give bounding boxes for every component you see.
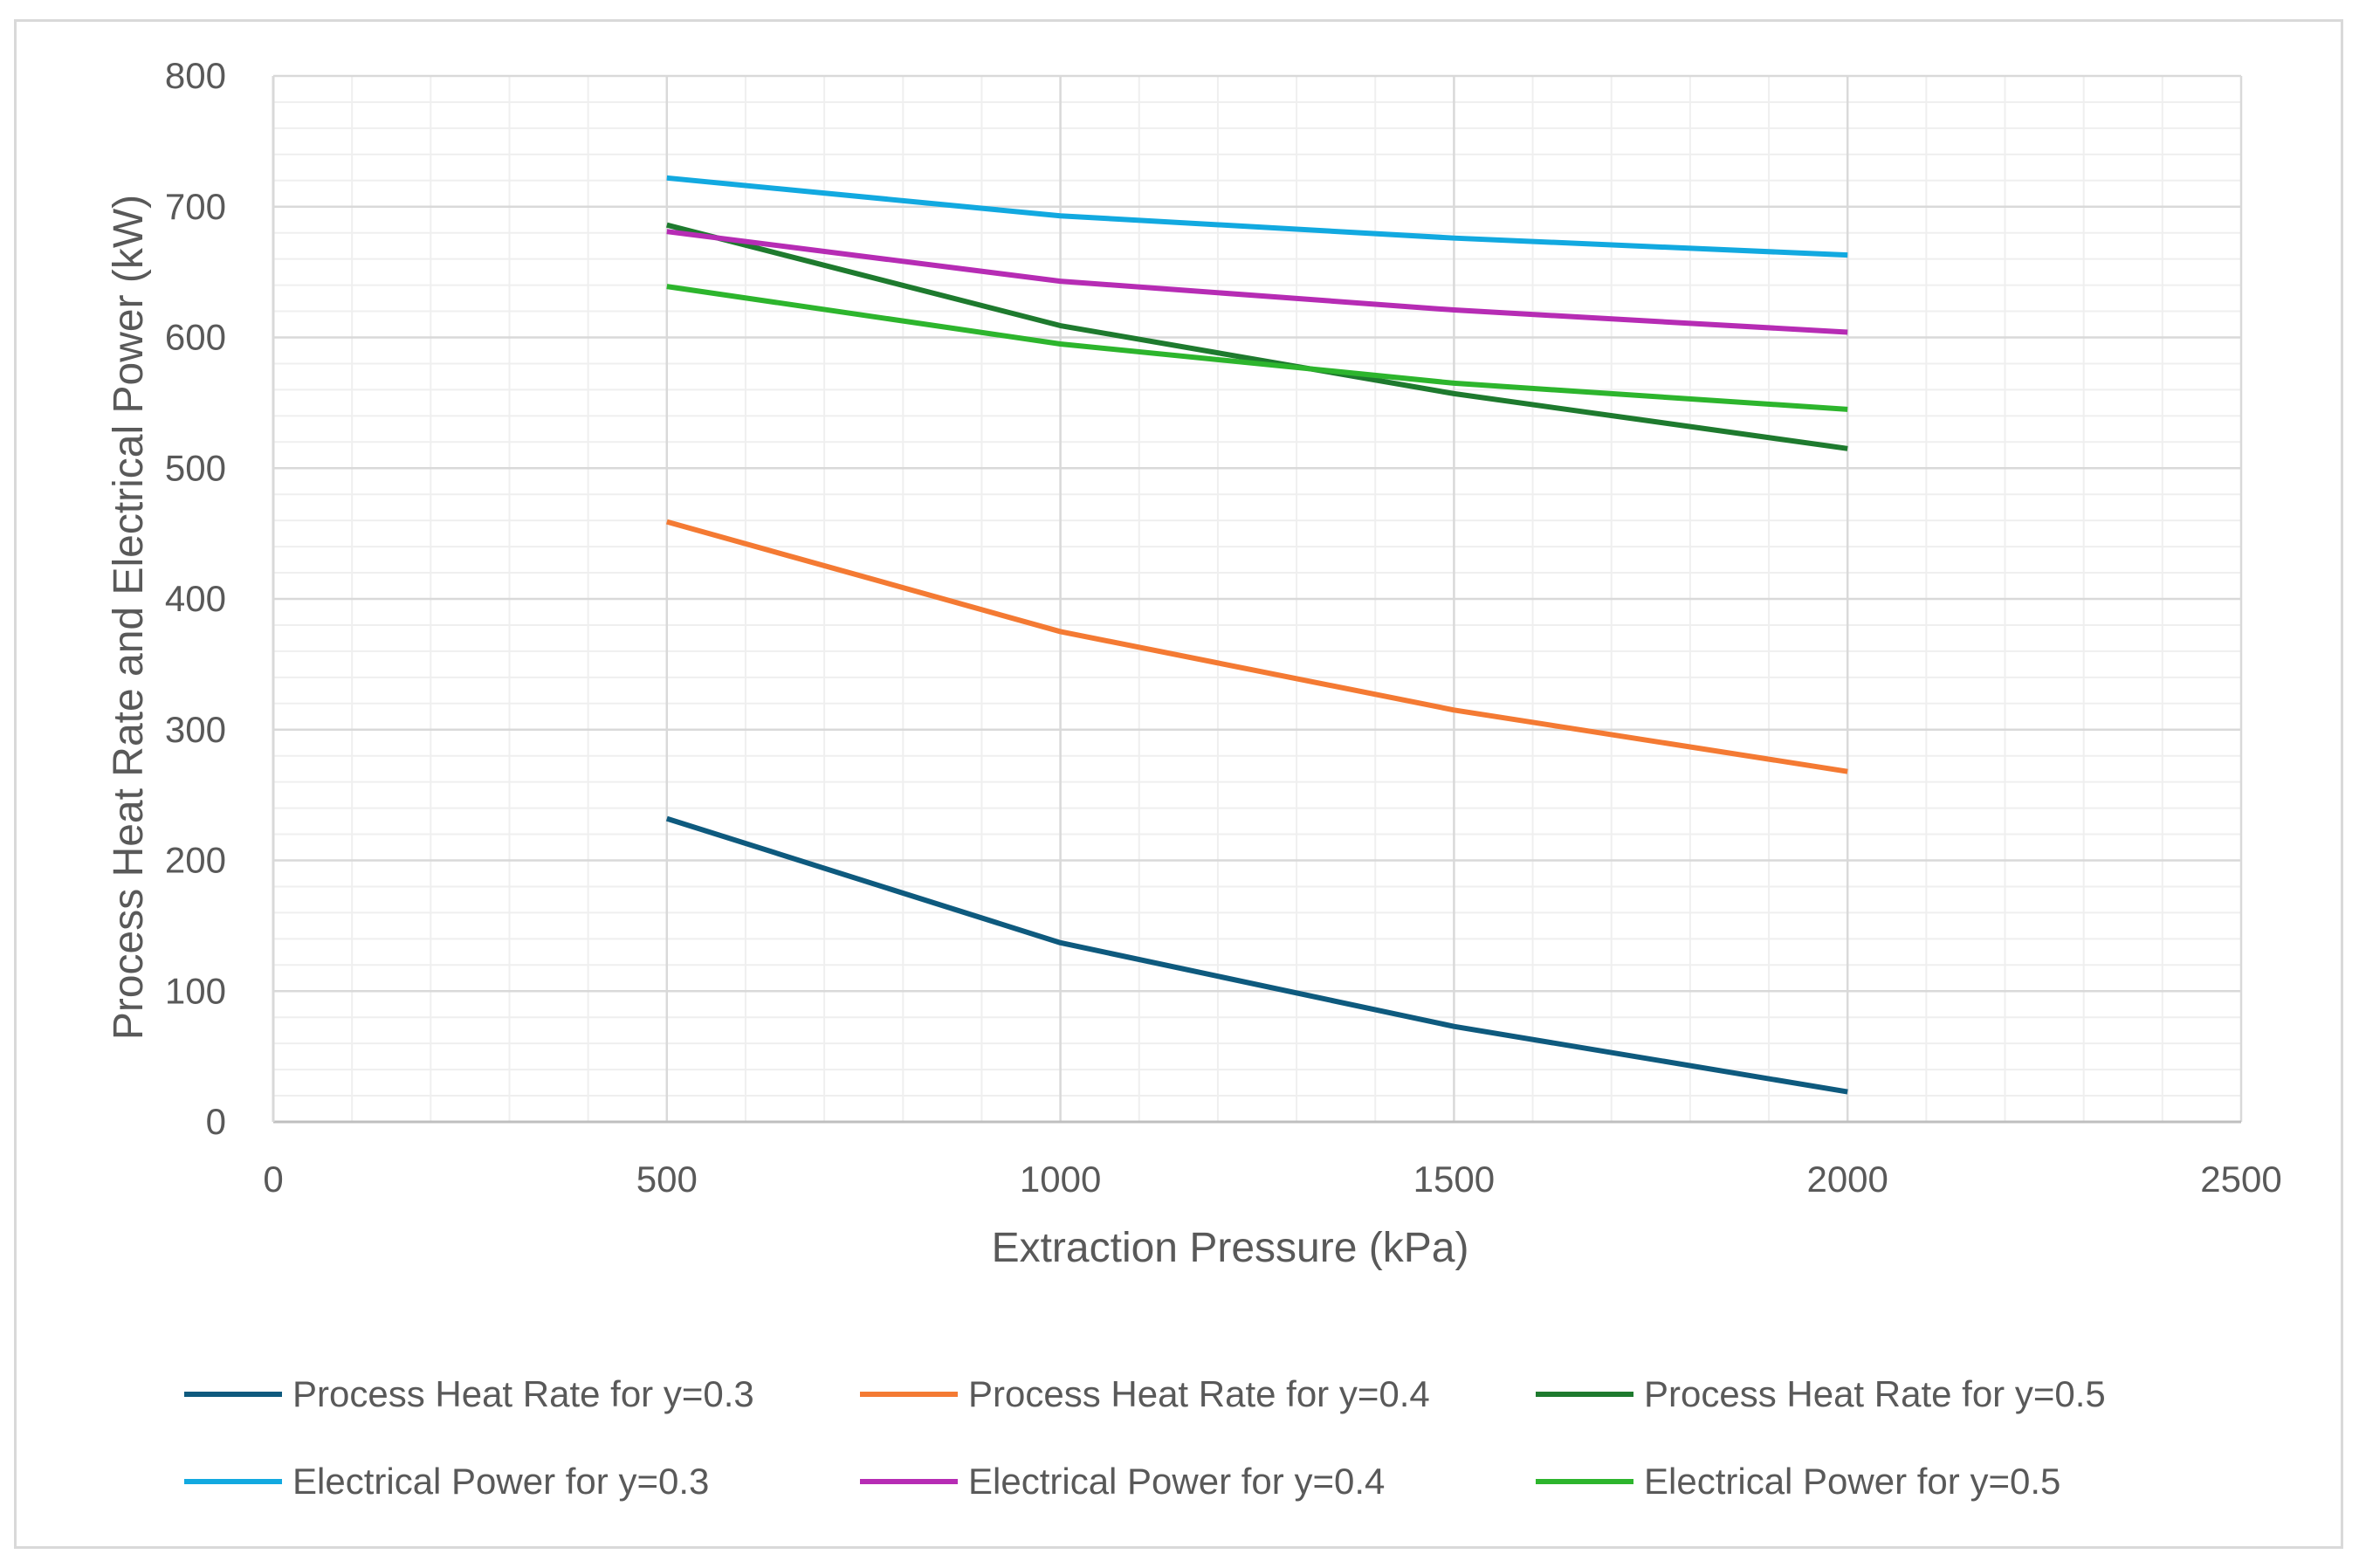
legend-label: Process Heat Rate for y=0.3 — [292, 1373, 754, 1414]
y-tick-label: 200 — [165, 840, 226, 881]
legend-item: Process Heat Rate for y=0.4 — [860, 1373, 1430, 1414]
line-chart: 0 100 200 300 400 500 600 700 800 0 500 1000 1500 20… — [106, 55, 2282, 1502]
y-tick-label: 100 — [165, 970, 226, 1011]
y-tick-labels: 0 100 200 300 400 500 600 700 800 — [165, 55, 226, 1142]
legend-item: Electrical Power for y=0.4 — [860, 1461, 1385, 1502]
legend-item: Process Heat Rate for y=0.5 — [1536, 1373, 2106, 1414]
x-tick-label: 2000 — [1806, 1159, 1888, 1200]
x-tick-label: 1000 — [1020, 1159, 1101, 1200]
y-tick-label: 600 — [165, 317, 226, 358]
x-tick-label: 500 — [636, 1159, 698, 1200]
x-tick-label: 2500 — [2200, 1159, 2281, 1200]
series-layer — [665, 175, 1848, 1095]
y-tick-label: 500 — [165, 447, 226, 488]
legend-label: Process Heat Rate for y=0.5 — [1644, 1373, 2106, 1414]
series-line-2 — [665, 519, 1848, 774]
y-tick-label: 700 — [165, 186, 226, 227]
series-line-6 — [666, 284, 1848, 412]
legend-label: Electrical Power for y=0.4 — [968, 1461, 1385, 1502]
series-line-4 — [666, 175, 1848, 258]
x-tick-labels: 0 500 1000 1500 2000 2500 — [263, 1159, 2281, 1200]
y-tick-label: 400 — [165, 578, 226, 619]
axes — [272, 76, 2241, 1124]
legend-label: Electrical Power for y=0.5 — [1644, 1461, 2060, 1502]
major-gridlines — [272, 74, 2243, 1124]
legend-item: Process Heat Rate for y=0.3 — [184, 1373, 754, 1414]
legend: Process Heat Rate for y=0.3 Process Heat … — [184, 1373, 2106, 1502]
series-line-1 — [665, 815, 1848, 1095]
y-tick-label: 0 — [206, 1101, 226, 1142]
y-tick-label: 800 — [165, 55, 226, 96]
legend-item: Electrical Power for y=0.5 — [1536, 1461, 2060, 1502]
x-axis-title: Extraction Pressure (kPa) — [992, 1225, 1469, 1271]
legend-item: Electrical Power for y=0.3 — [184, 1461, 709, 1502]
legend-label: Process Heat Rate for y=0.4 — [968, 1373, 1430, 1414]
y-axis-title: Process Heat Rate and Electrical Power (… — [106, 195, 152, 1040]
series-line-5 — [666, 229, 1848, 335]
legend-label: Electrical Power for y=0.3 — [292, 1461, 709, 1502]
series-line-3 — [666, 222, 1848, 451]
x-tick-label: 1500 — [1413, 1159, 1495, 1200]
chart-frame: 0 100 200 300 400 500 600 700 800 0 500 1000 1500 20… — [14, 19, 2343, 1549]
y-tick-label: 300 — [165, 709, 226, 750]
x-tick-label: 0 — [263, 1159, 283, 1200]
